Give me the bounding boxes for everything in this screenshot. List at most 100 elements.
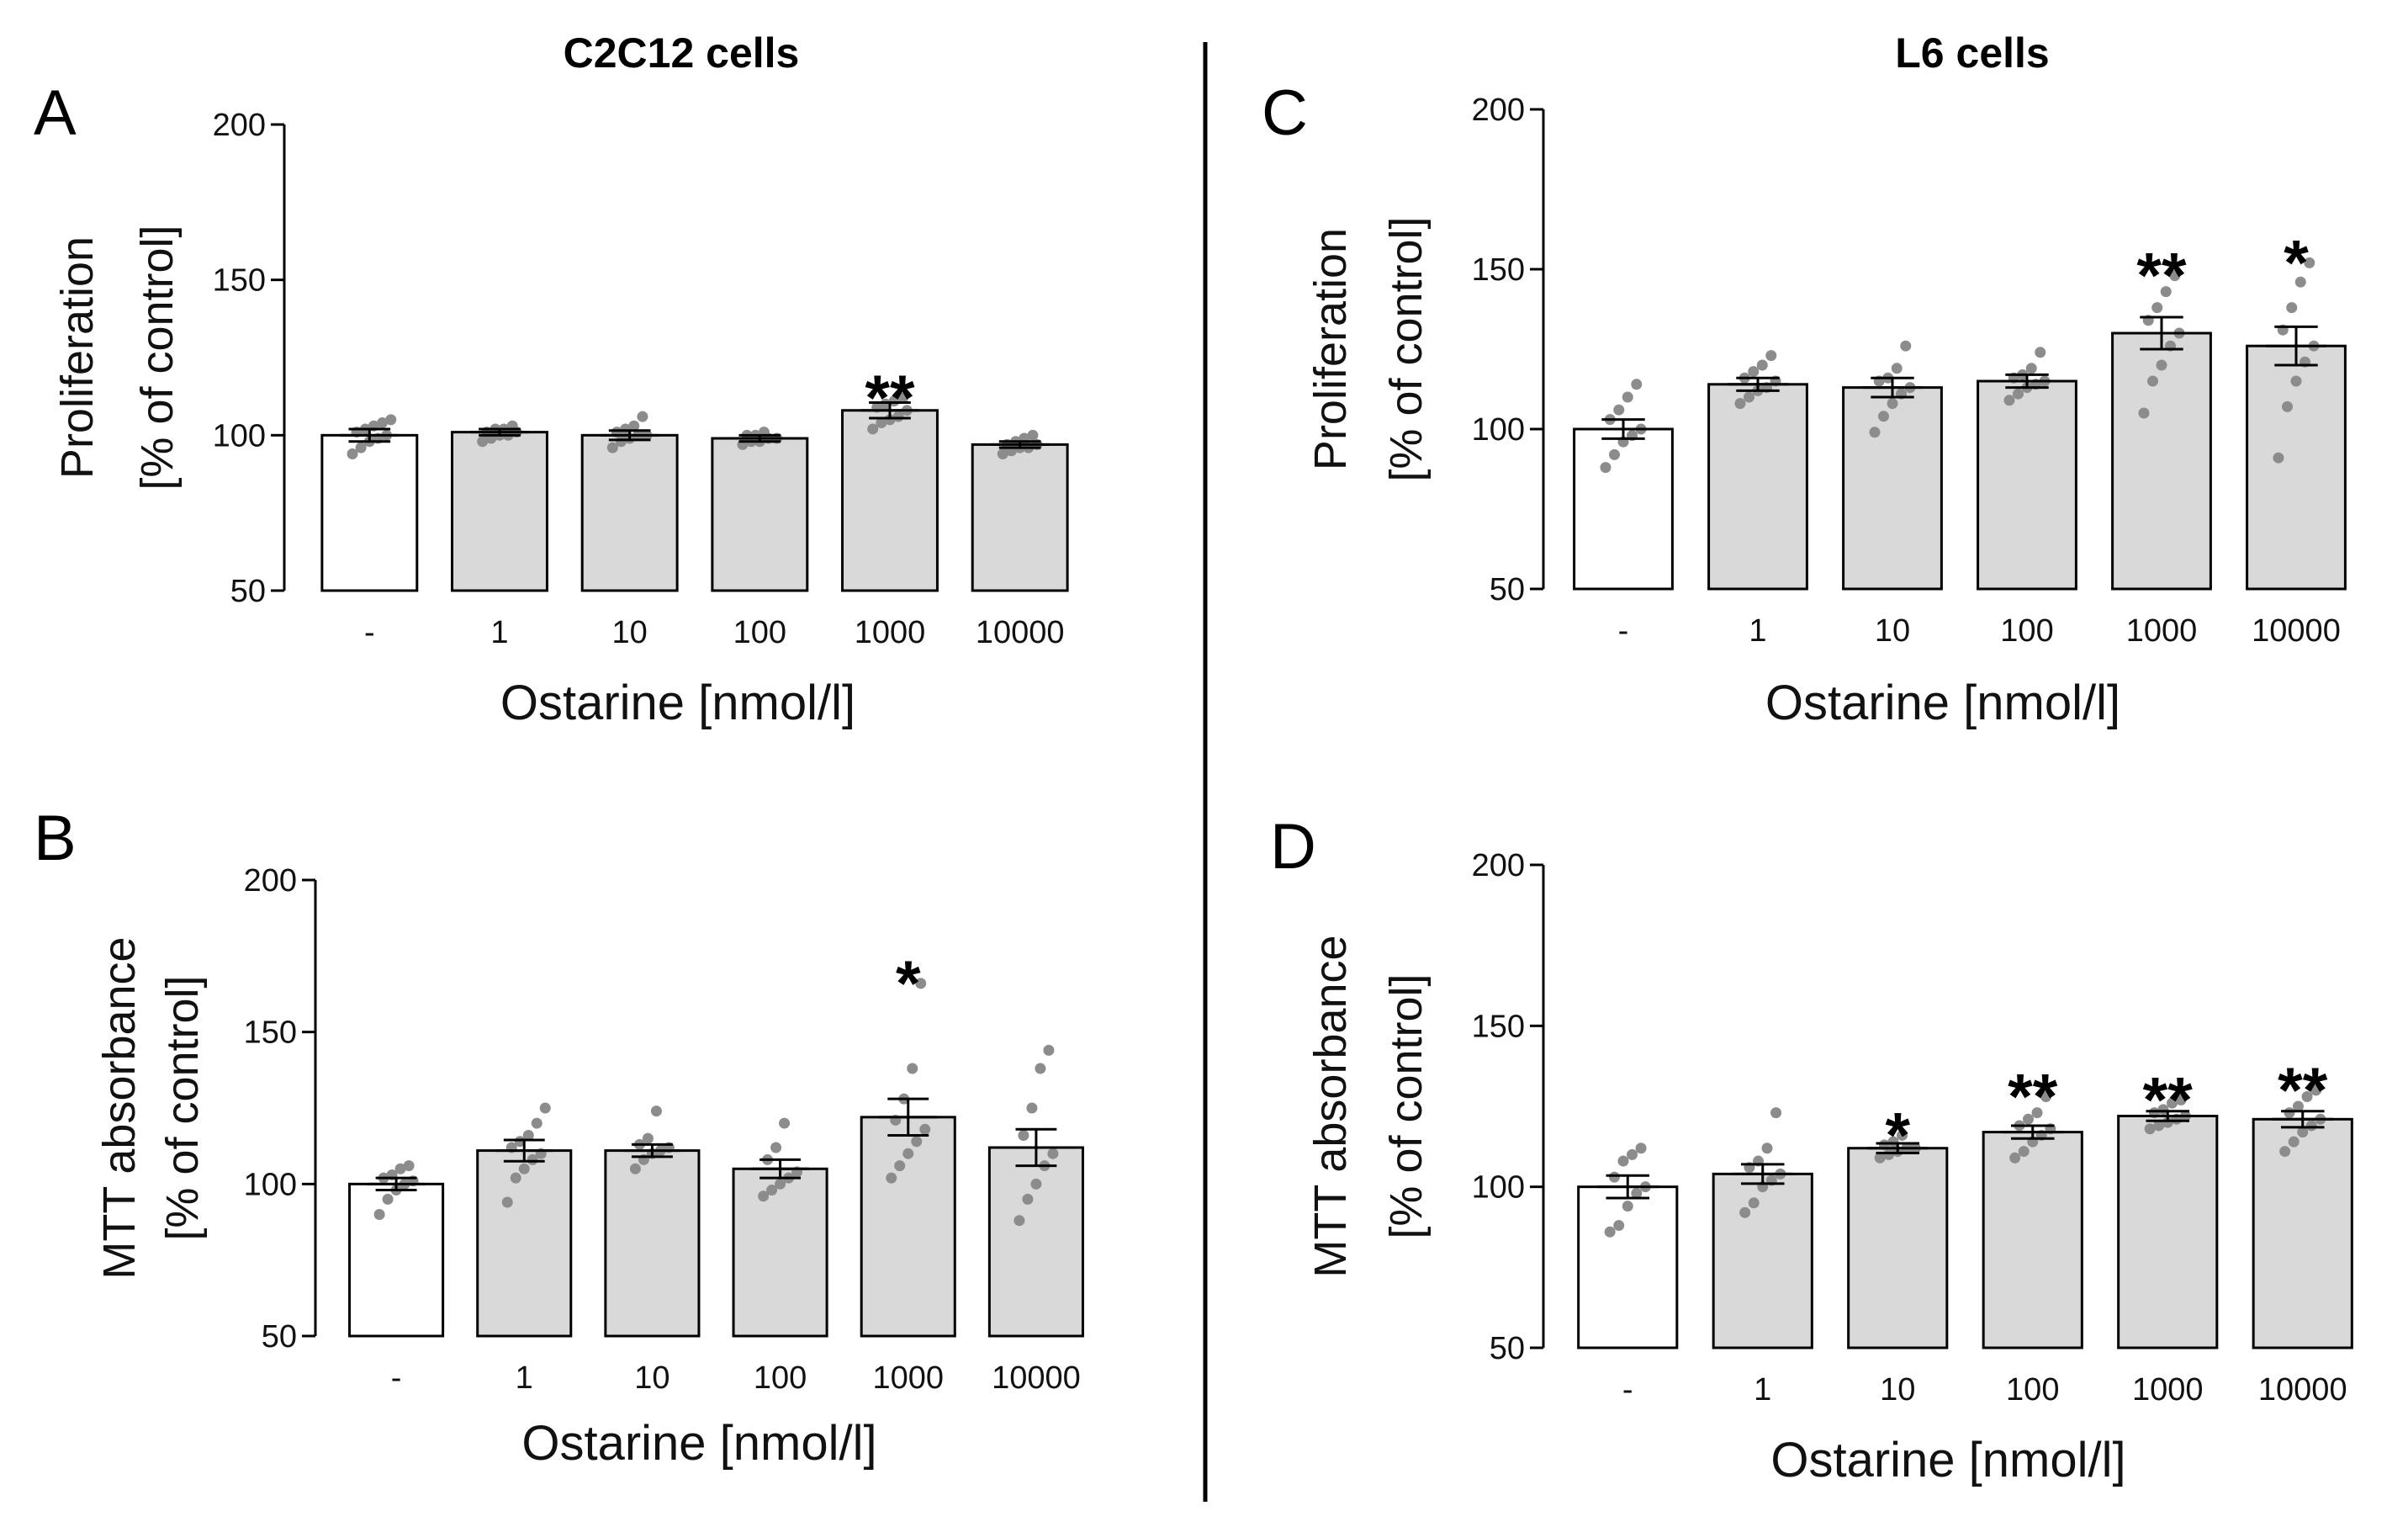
data-point-a-5 <box>1027 429 1039 441</box>
x-tick-label-d: 1 <box>1754 1372 1771 1408</box>
column-title-right: L6 cells <box>1895 29 2049 77</box>
data-point-a-5 <box>997 448 1008 459</box>
bar-a-2 <box>580 433 679 592</box>
significance-marker-d-4: ** <box>2143 1064 2194 1136</box>
y-axis-subtitle-d: [% of control] <box>1381 973 1432 1238</box>
data-point-d-0 <box>1631 1187 1643 1199</box>
panel-d-chart: D 50 100 150 200 MTT absorbance [% of control]… <box>1270 811 2353 1487</box>
panel-letter-a: A <box>34 77 77 149</box>
data-point-a-1 <box>477 436 489 448</box>
data-point-c-3 <box>2025 363 2037 374</box>
data-point-c-5 <box>2290 375 2302 387</box>
data-point-c-5 <box>2273 452 2284 464</box>
data-point-b-4 <box>915 978 927 989</box>
data-point-a-4 <box>867 423 879 435</box>
bar-d-2 <box>1847 1147 1949 1349</box>
x-tick-label-c: - <box>1618 613 1629 649</box>
y-axis-title-a: Proliferation <box>52 236 103 479</box>
y-tick-label-c: 100 <box>1472 412 1525 448</box>
y-tick-label-c: 200 <box>1472 93 1525 128</box>
x-tick-label-d: 1000 <box>2132 1372 2204 1408</box>
x-tick-label-c: 10 <box>1875 613 1910 649</box>
bar-d-4 <box>2117 1114 2219 1349</box>
data-point-b-5 <box>1018 1130 1029 1142</box>
data-point-c-4 <box>2138 407 2150 419</box>
data-point-d-3 <box>2022 1113 2034 1125</box>
data-point-b-1 <box>539 1102 551 1114</box>
data-point-b-3 <box>766 1185 778 1196</box>
y-tick-label-b: 150 <box>244 1015 297 1051</box>
data-point-b-0 <box>382 1193 394 1205</box>
data-point-b-5 <box>1047 1148 1059 1159</box>
data-point-a-0 <box>385 414 397 426</box>
data-point-c-2 <box>1891 363 1903 374</box>
bar-d-3 <box>1982 1131 2083 1349</box>
y-tick-label-d: 150 <box>1472 1009 1525 1044</box>
bar-d-5 <box>2252 1117 2353 1349</box>
y-axis-title-b: MTT absorbance <box>94 936 145 1279</box>
significance-marker-d-2: * <box>1885 1100 1910 1171</box>
x-tick-label-a: 1000 <box>855 615 926 650</box>
data-point-b-2 <box>629 1163 641 1174</box>
data-point-d-3 <box>2031 1107 2043 1119</box>
bar-a-4 <box>841 409 939 592</box>
data-point-a-4 <box>876 417 887 429</box>
data-point-b-4 <box>907 1063 918 1074</box>
column-title-left: C2C12 cells <box>564 29 800 77</box>
data-point-a-2 <box>628 420 640 432</box>
y-tick-label-c: 50 <box>1490 572 1525 607</box>
data-point-c-5 <box>2294 276 2306 288</box>
data-point-d-3 <box>2009 1152 2021 1164</box>
data-point-c-1 <box>1734 398 1746 410</box>
data-point-d-1 <box>1748 1197 1760 1209</box>
y-axis-subtitle-a: [% of control] <box>132 225 183 490</box>
bar-b-1 <box>476 1149 573 1338</box>
data-point-d-5 <box>2288 1136 2300 1148</box>
y-tick-label-c: 150 <box>1472 252 1525 288</box>
data-point-b-5 <box>1022 1193 1034 1205</box>
data-point-c-0 <box>1600 462 1612 474</box>
data-point-d-5 <box>2301 1091 2313 1103</box>
data-point-b-5 <box>1026 1102 1038 1114</box>
bar-a-0 <box>320 433 419 592</box>
data-point-b-1 <box>510 1172 521 1184</box>
x-tick-label-c: 1000 <box>2126 613 2198 649</box>
data-point-b-3 <box>770 1142 782 1153</box>
y-tick-label-a: 100 <box>213 418 266 453</box>
data-point-a-0 <box>355 442 367 453</box>
data-point-b-0 <box>394 1163 406 1174</box>
data-point-d-5 <box>2279 1146 2291 1158</box>
x-axis-title-b: Ostarine [nmol/l] <box>521 1416 876 1471</box>
x-axis-title-d: Ostarine [nmol/l] <box>1770 1433 2125 1487</box>
data-point-d-4 <box>2144 1123 2156 1135</box>
panel-a-chart: A 50 100 150 200 Proliferation [% of control] -… <box>34 77 1069 730</box>
data-point-c-5 <box>2304 257 2315 268</box>
y-axis-subtitle-c: [% of control] <box>1381 216 1432 481</box>
data-point-a-0 <box>377 417 389 429</box>
data-point-d-0 <box>1627 1148 1638 1160</box>
x-axis-title-a: Ostarine [nmol/l] <box>500 676 855 730</box>
data-point-b-1 <box>531 1117 542 1129</box>
data-point-d-2 <box>1897 1129 1908 1141</box>
panel-b-chart: B 50 100 150 200 MTT absorbance [% of control]… <box>34 803 1084 1471</box>
data-point-d-3 <box>2018 1146 2030 1158</box>
y-tick-label-a: 200 <box>213 108 266 143</box>
data-point-c-2 <box>1900 340 1912 352</box>
data-point-c-3 <box>2035 347 2046 358</box>
data-point-b-4 <box>894 1160 906 1172</box>
panel-letter-d: D <box>1270 811 1316 883</box>
data-point-d-5 <box>2310 1084 2322 1096</box>
bar-c-4 <box>2111 331 2212 591</box>
y-tick-label-b: 200 <box>244 863 297 899</box>
data-point-b-5 <box>1030 1178 1042 1190</box>
data-point-d-5 <box>2292 1100 2304 1112</box>
data-point-b-3 <box>775 1178 786 1190</box>
data-point-b-3 <box>758 1190 770 1202</box>
y-tick-label-b: 50 <box>262 1319 297 1355</box>
data-point-b-2 <box>650 1105 662 1117</box>
data-point-b-4 <box>919 1123 931 1135</box>
data-point-b-1 <box>522 1130 534 1142</box>
data-point-c-1 <box>1756 359 1768 371</box>
data-point-d-1 <box>1770 1107 1782 1119</box>
data-point-c-2 <box>1869 427 1881 438</box>
